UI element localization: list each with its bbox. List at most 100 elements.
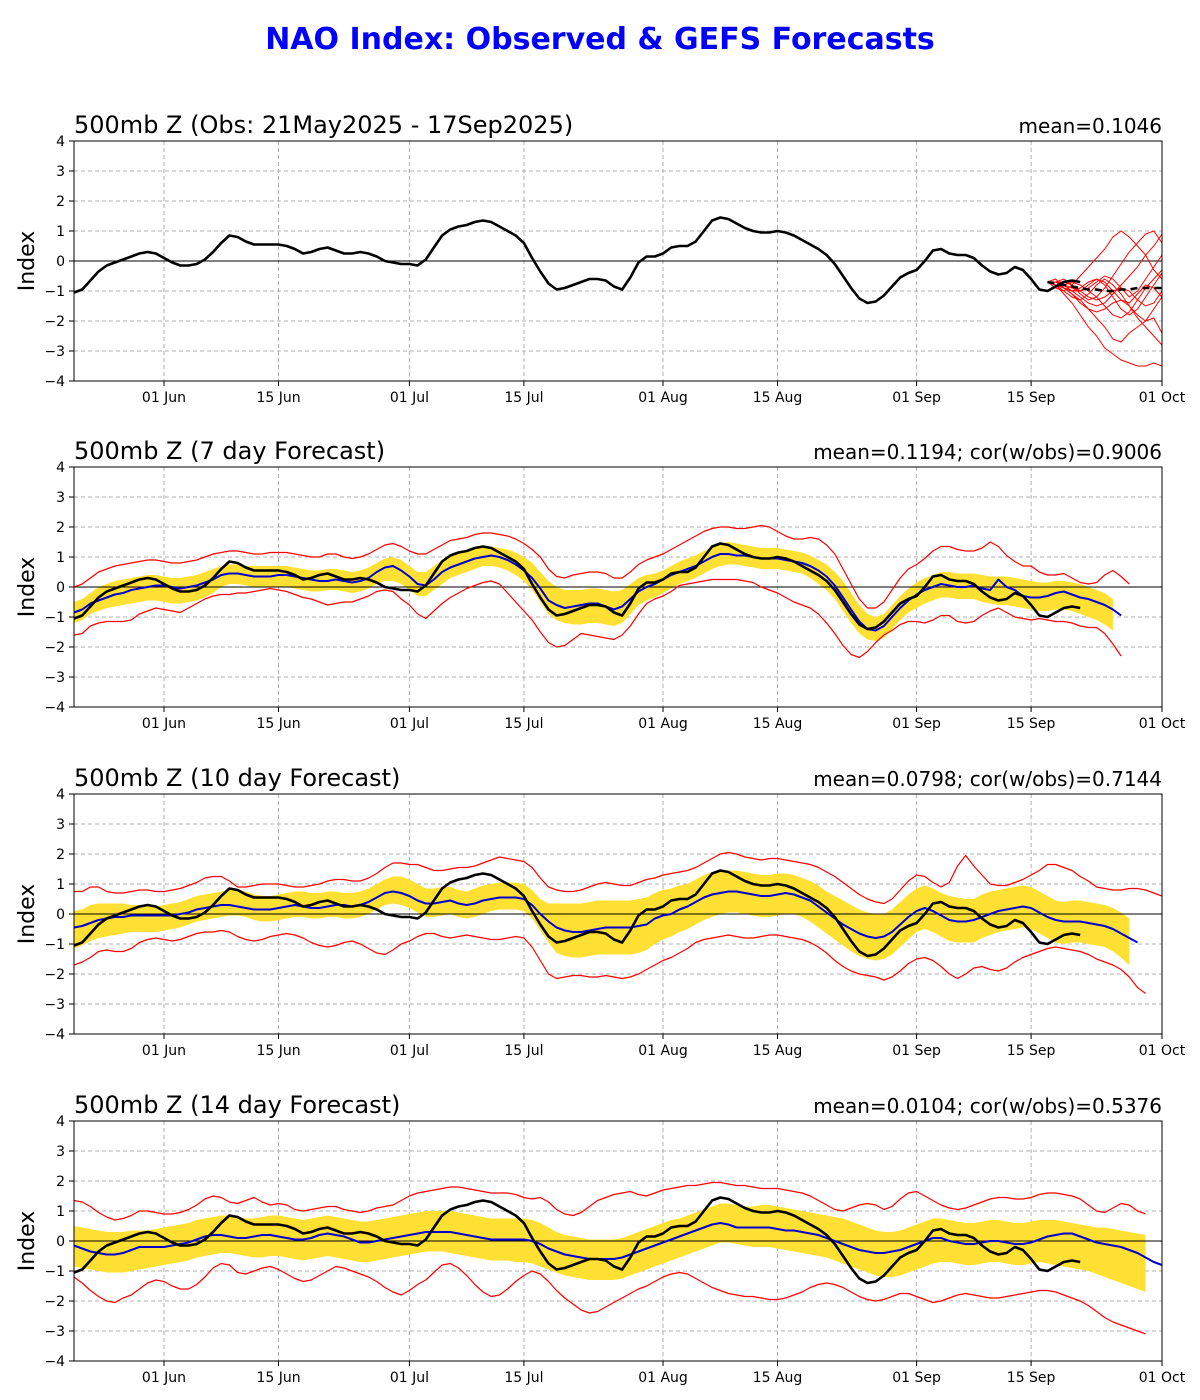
chart-panel-1: 500mb Z (Obs: 21May2025 - 17Sep2025) mean… [15, 111, 1186, 406]
x-tick-label: 01 Jul [390, 1043, 429, 1059]
x-tick-label: 01 Aug [638, 1370, 688, 1386]
plot-frame [73, 466, 1163, 708]
y-tick-label: 0 [56, 907, 65, 923]
y-tick-label: 3 [56, 1144, 65, 1160]
x-tick-label: 01 Aug [638, 1043, 688, 1059]
page-title: NAO Index: Observed & GEFS Forecasts [265, 22, 935, 57]
y-tick-label: −3 [44, 1324, 65, 1340]
lower-extreme-line [74, 578, 1122, 659]
x-tick-label: 15 Aug [753, 1043, 803, 1059]
x-tick-label: 15 Aug [753, 716, 803, 732]
y-axis-label: Index [15, 557, 40, 618]
y-tick-label: −2 [44, 640, 65, 656]
y-tick-label: −4 [44, 1027, 65, 1043]
x-tick-label: 15 Jul [504, 390, 543, 406]
upper-extreme-line [74, 851, 1162, 905]
spread-band [74, 1203, 1146, 1292]
y-tick-label: −1 [44, 1264, 65, 1280]
observed-line [74, 869, 1081, 958]
y-tick-label: −3 [44, 997, 65, 1013]
plot-area [74, 1181, 1162, 1335]
y-tick-label: 2 [56, 520, 65, 536]
panel-title: 500mb Z (10 day Forecast) [74, 764, 400, 792]
ensemble-member-line [1047, 254, 1162, 298]
observed-line [74, 216, 1081, 305]
x-tick-label: 15 Jun [256, 1370, 300, 1386]
ensemble-member-line [1047, 281, 1162, 367]
y-tick-label: −1 [44, 610, 65, 626]
y-tick-label: 4 [56, 460, 65, 476]
y-axis-label: Index [15, 1211, 40, 1272]
plot-area [74, 216, 1162, 367]
plot-area [74, 851, 1162, 994]
y-axis-label: Index [15, 884, 40, 945]
ensemble-mean-line [74, 890, 1138, 944]
y-tick-label: 1 [56, 550, 65, 566]
chart-panel-2: 500mb Z (7 day Forecast) mean=0.1194; cor… [15, 437, 1186, 732]
y-tick-label: −3 [44, 344, 65, 360]
ensemble-member-line [1047, 281, 1162, 307]
y-tick-label: 2 [56, 194, 65, 210]
panel-title: 500mb Z (7 day Forecast) [74, 437, 385, 465]
ensemble-member-line [1047, 272, 1162, 316]
panel-stat: mean=0.1046 [1019, 114, 1162, 138]
x-tick-label: 01 Jun [142, 716, 186, 732]
spread-band [74, 870, 1130, 965]
y-tick-label: 0 [56, 254, 65, 270]
y-axis-label: Index [15, 231, 40, 292]
x-tick-label: 01 Oct [1139, 390, 1186, 406]
y-tick-label: 2 [56, 1174, 65, 1190]
x-tick-label: 01 Oct [1139, 716, 1186, 732]
y-tick-label: −2 [44, 1294, 65, 1310]
x-tick-label: 15 Aug [753, 390, 803, 406]
ensemble-member-line [1047, 269, 1162, 319]
y-tick-label: −4 [44, 700, 65, 716]
x-tick-label: 01 Jul [390, 716, 429, 732]
chart-panel-3: 500mb Z (10 day Forecast) mean=0.0798; co… [15, 764, 1186, 1059]
y-tick-label: 3 [56, 490, 65, 506]
x-tick-label: 15 Jun [256, 1043, 300, 1059]
x-tick-label: 15 Sep [1007, 1043, 1056, 1059]
y-tick-label: 4 [56, 134, 65, 150]
x-tick-label: 01 Sep [892, 390, 941, 406]
x-tick-label: 01 Sep [892, 1043, 941, 1059]
y-tick-label: 4 [56, 1114, 65, 1130]
ensemble-mean-line [74, 553, 1122, 632]
x-tick-label: 15 Sep [1007, 1370, 1056, 1386]
lower-extreme-line [74, 1262, 1146, 1335]
chart-panel-4: 500mb Z (14 day Forecast) mean=0.0104; co… [15, 1091, 1186, 1386]
plot-area [74, 524, 1162, 659]
x-tick-label: 01 Oct [1139, 1370, 1186, 1386]
upper-extreme-line [74, 1181, 1146, 1221]
y-tick-label: 1 [56, 224, 65, 240]
y-tick-label: −4 [44, 374, 65, 390]
y-tick-label: −4 [44, 1354, 65, 1370]
y-tick-label: 1 [56, 877, 65, 893]
y-tick-label: −2 [44, 314, 65, 330]
x-tick-label: 15 Sep [1007, 716, 1056, 732]
x-tick-label: 01 Jun [142, 1043, 186, 1059]
x-tick-label: 01 Jul [390, 390, 429, 406]
y-tick-label: 3 [56, 164, 65, 180]
panel-stat: mean=0.0798; cor(w/obs)=0.7144 [813, 767, 1162, 791]
x-tick-label: 15 Jul [504, 1370, 543, 1386]
x-tick-label: 01 Oct [1139, 1043, 1186, 1059]
y-tick-label: 0 [56, 580, 65, 596]
plot-frame [73, 140, 1163, 382]
panel-stat: mean=0.1194; cor(w/obs)=0.9006 [813, 440, 1162, 464]
y-tick-label: 4 [56, 787, 65, 803]
x-tick-label: 01 Jun [142, 390, 186, 406]
x-tick-label: 15 Sep [1007, 390, 1056, 406]
x-tick-label: 15 Jun [256, 716, 300, 732]
x-tick-label: 15 Jun [256, 390, 300, 406]
y-tick-label: −3 [44, 670, 65, 686]
ensemble-member-line [1047, 278, 1162, 346]
x-tick-label: 01 Jun [142, 1370, 186, 1386]
x-tick-label: 01 Sep [892, 716, 941, 732]
forecast-mean-line [1047, 280, 1162, 293]
x-tick-label: 01 Aug [638, 716, 688, 732]
x-tick-label: 15 Jul [504, 1043, 543, 1059]
y-tick-label: −1 [44, 937, 65, 953]
y-tick-label: −2 [44, 967, 65, 983]
